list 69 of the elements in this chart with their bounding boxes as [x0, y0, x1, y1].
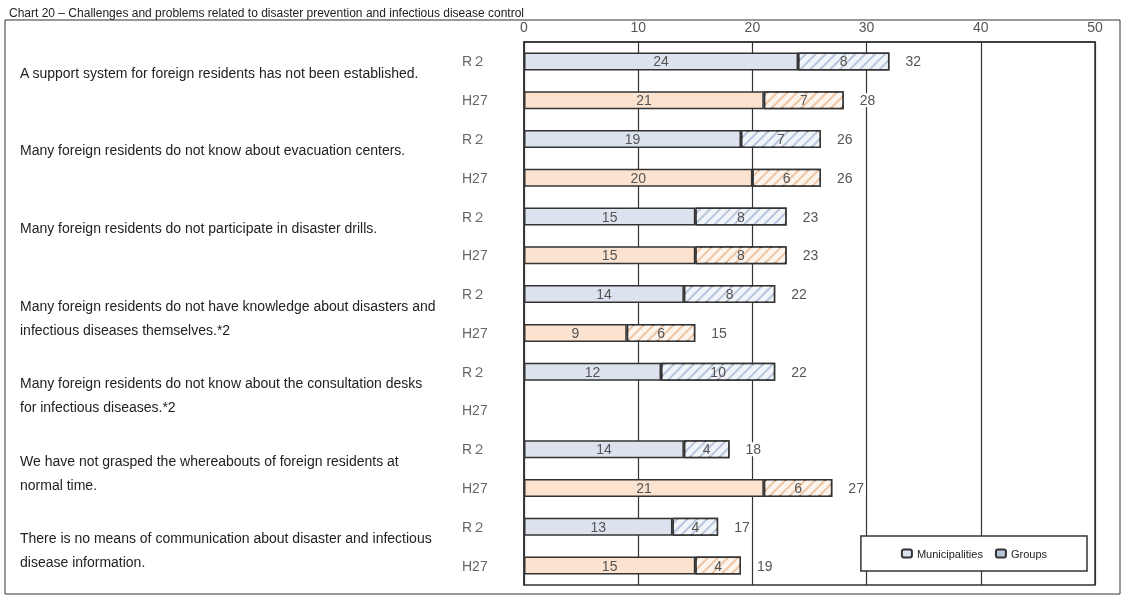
- data-label: 21: [636, 92, 652, 109]
- total-label: 18: [745, 441, 762, 458]
- data-label: 8: [737, 247, 746, 264]
- y-tick-label: H27: [462, 92, 488, 109]
- text: Many foreign residents do not have knowledge about disasters and infectious diseases themselves.*2: [20, 297, 440, 338]
- total-label: 26: [836, 130, 853, 147]
- total-label: 26: [836, 169, 853, 186]
- y-tick-label: H27: [462, 480, 488, 497]
- data-label: 7: [777, 130, 786, 147]
- data-label: 10: [710, 363, 727, 380]
- data-label: 14: [596, 441, 612, 458]
- data-label: 7: [799, 92, 808, 109]
- text: A support system for foreign residents has not been established.: [20, 64, 419, 81]
- y-tick-label: H27: [462, 557, 488, 574]
- total-label: 23: [802, 208, 819, 225]
- y-tick-label: H27: [462, 402, 488, 419]
- data-label: 14: [596, 286, 612, 303]
- text: There is no means of communication about disaster and infectious disease information.: [20, 530, 436, 571]
- text: Chart 20 – Challenges and problems related to disaster prevention and infectious disease control: [9, 6, 524, 20]
- total-label: 19: [756, 557, 773, 574]
- y-tick-label: R２: [462, 441, 487, 458]
- total-label: 15: [711, 324, 728, 341]
- data-label: 15: [601, 247, 618, 264]
- data-label: 4: [691, 518, 700, 535]
- total-label: 17: [734, 518, 750, 535]
- y-tick-label: H27: [462, 247, 488, 264]
- total-label: 32: [905, 53, 922, 70]
- x-tick-label: 20: [744, 19, 761, 35]
- x-tick-label: 30: [858, 19, 875, 35]
- y-tick-label: R２: [462, 53, 487, 70]
- data-label: 4: [702, 441, 711, 458]
- y-tick-label: H27: [462, 324, 488, 341]
- data-label: 15: [601, 208, 618, 225]
- data-label: 15: [601, 557, 618, 574]
- text: Many foreign residents do not know about evacuation centers.: [20, 142, 406, 159]
- data-label: 4: [714, 557, 723, 574]
- total-label: 28: [859, 92, 876, 109]
- data-label: 6: [657, 324, 666, 341]
- x-tick-label: 40: [973, 19, 989, 35]
- legend-label: Groups: [1010, 547, 1048, 560]
- data-label: 19: [624, 130, 641, 147]
- y-tick-label: R２: [462, 208, 487, 225]
- data-label: 12: [584, 363, 601, 380]
- data-label: 8: [725, 286, 734, 303]
- x-tick-label: 10: [630, 19, 647, 35]
- y-tick-label: R２: [462, 363, 487, 380]
- data-label: 6: [794, 480, 803, 497]
- data-label: 13: [590, 518, 607, 535]
- y-tick-label: R２: [462, 130, 487, 147]
- data-label: 9: [571, 324, 580, 341]
- total-label: 27: [848, 480, 865, 497]
- data-label: 20: [630, 169, 647, 186]
- data-label: 24: [653, 53, 670, 70]
- data-label: 21: [636, 480, 652, 497]
- y-tick-label: R２: [462, 518, 487, 535]
- text: Many foreign residents do not know about the consultation desks for infectious diseases.*2: [20, 375, 427, 416]
- y-tick-label: R２: [462, 286, 487, 303]
- total-label: 22: [791, 363, 808, 380]
- text: We have not grasped the whereabouts of foreign residents at normal time.: [20, 452, 403, 493]
- data-label: 6: [782, 169, 791, 186]
- legend-label: Municipalities: [916, 547, 984, 560]
- data-label: 8: [839, 53, 848, 70]
- y-tick-label: H27: [462, 169, 488, 186]
- total-label: 23: [802, 247, 819, 264]
- x-tick-label: 0: [520, 19, 529, 35]
- total-label: 22: [791, 286, 808, 303]
- x-tick-label: 50: [1087, 19, 1103, 35]
- text: Many foreign residents do not participate in disaster drills.: [20, 219, 378, 236]
- data-label: 8: [737, 208, 746, 225]
